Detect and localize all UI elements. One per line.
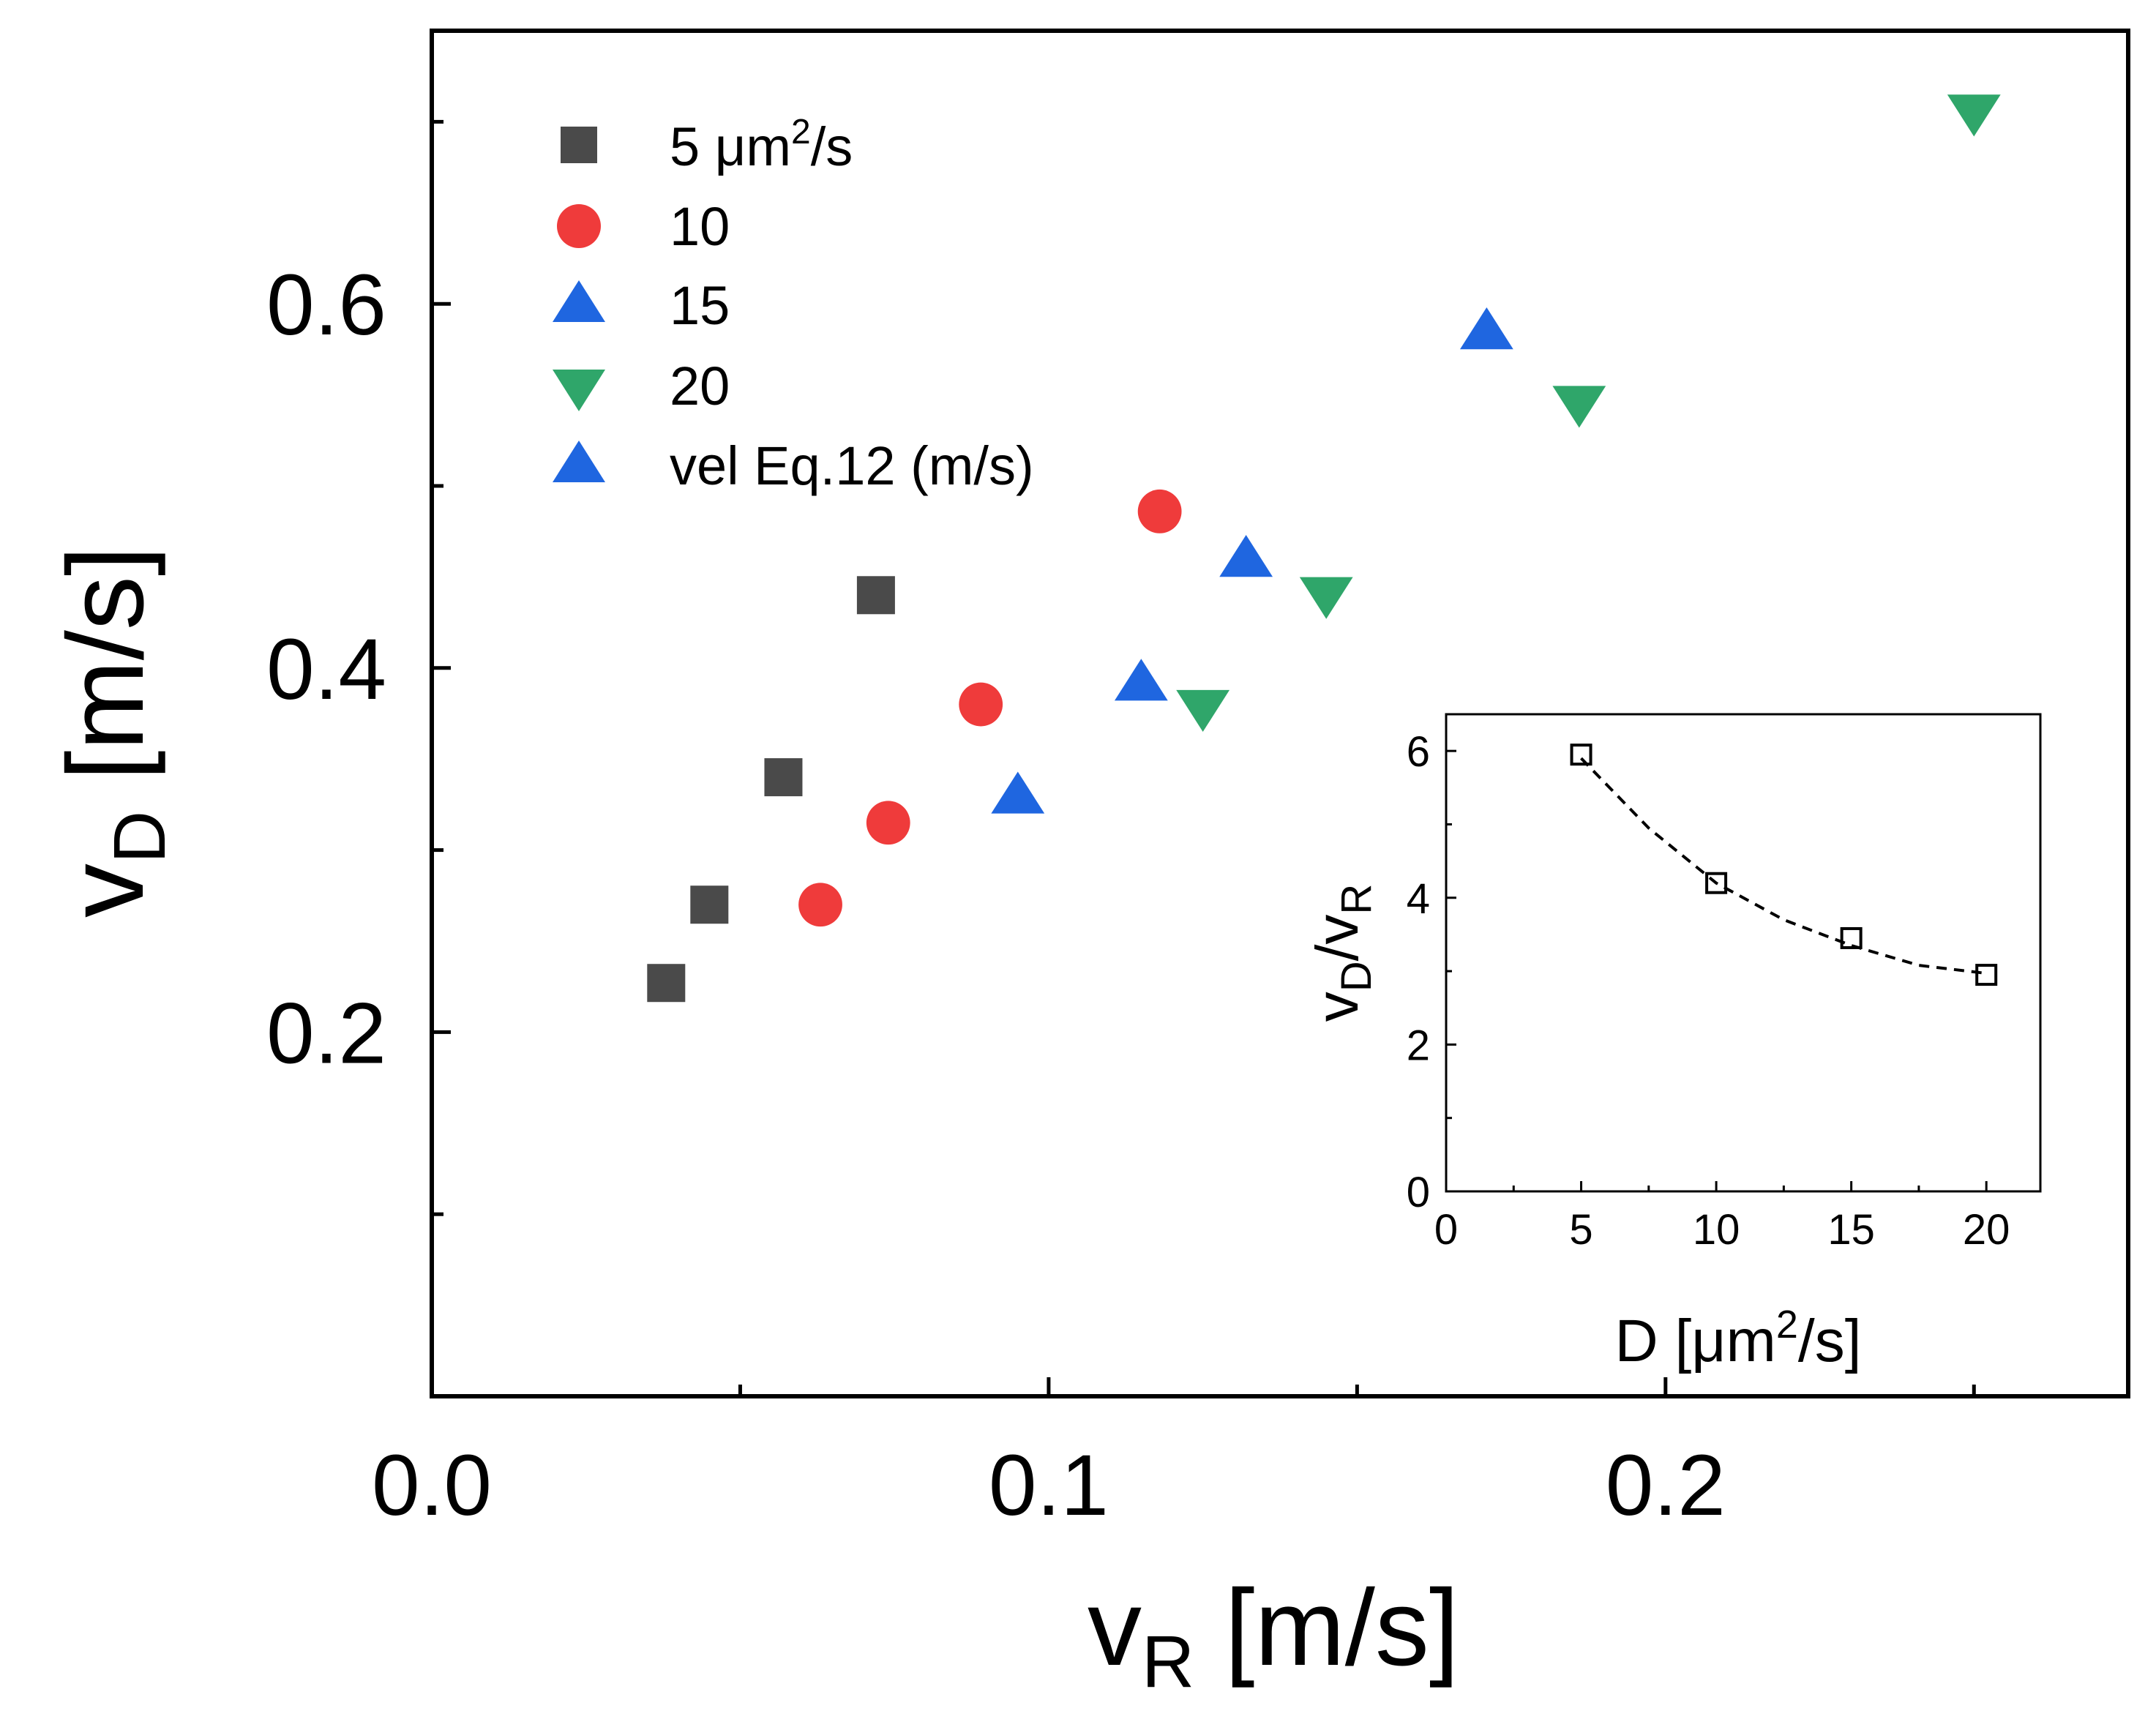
y-tick-label: 0.4 (266, 621, 386, 718)
point-series0-1 (690, 885, 729, 924)
point-series2-0 (991, 771, 1045, 814)
point-series0-2 (764, 758, 803, 797)
legend-label-15: 15 (670, 275, 730, 336)
legend-label-20: 20 (670, 356, 730, 416)
x-axis-title-unit: [m/s] (1194, 1568, 1459, 1688)
y-tick-label: 0.6 (266, 257, 386, 353)
inset-x-tick-label: 15 (1827, 1206, 1875, 1254)
legend-label-5-prefix: 5 μm (670, 116, 791, 177)
y-axis-title: vD [m/s] (45, 546, 181, 918)
point-series0-3 (856, 576, 895, 615)
inset-x-ticks: 0 5 10 15 20 (1434, 1181, 2010, 1254)
inset-y-tick-label: 0 (1407, 1169, 1430, 1216)
point-series1-2 (959, 682, 1003, 727)
y-axis-title-main: v (45, 864, 166, 918)
y-axis-title-sub: D (99, 811, 181, 864)
x-tick-label: 0.0 (372, 1437, 492, 1534)
inset-x-tick-label: 20 (1963, 1206, 2010, 1254)
x-tick-label: 0.1 (989, 1437, 1109, 1534)
x-axis-title-main: v (1088, 1568, 1142, 1688)
inset-point-2 (1840, 926, 1863, 949)
inset-x-title-sup: 2 (1776, 1303, 1798, 1347)
legend-label-10: 10 (670, 196, 730, 257)
point-series3-1 (1299, 577, 1353, 619)
point-series2-1 (1114, 659, 1168, 701)
legend-item-15: 15 (553, 275, 730, 336)
legend-item-10: 10 (557, 196, 730, 257)
point-series0-0 (647, 964, 686, 1003)
inset-x-title-suffix: /s] (1798, 1308, 1862, 1374)
legend-label-vel-eq12: vel Eq.12 (m/s) (670, 435, 1034, 496)
inset-x-title-prefix: D [μm (1615, 1308, 1776, 1374)
legend-label-5: 5 μm2/s (670, 113, 853, 177)
main-y-ticks: 0.2 0.4 0.6 (266, 119, 451, 1216)
inset-fit-curve (1580, 757, 1987, 975)
point-series1-1 (866, 801, 910, 845)
legend-marker-circle (557, 204, 601, 248)
main-plot: 0.20.40.6 0.0 0.1 0.2 vD [m/s] vR [m/s] 5 … (45, 29, 2130, 1703)
inset-y-tick-label: 2 (1407, 1022, 1430, 1069)
inset-point-1 (1705, 872, 1728, 894)
legend: 5 μm2/s 10 15 20 vel Eq.12 (m/s) (553, 113, 1034, 496)
inset-plot-frame (1445, 713, 2042, 1193)
legend-marker-triangle-up (553, 280, 605, 322)
x-axis-title: vR [m/s] (1088, 1568, 1459, 1703)
inset-point-3 (1975, 964, 1998, 986)
point-series1-0 (798, 883, 842, 927)
x-tick-label: 0.2 (1606, 1437, 1726, 1534)
point-series2-2 (1219, 535, 1273, 577)
main-data-points (647, 94, 2001, 1003)
point-series2-3 (1459, 307, 1513, 350)
x-axis-title-sub: R (1142, 1621, 1194, 1703)
inset-y-tick-label: 4 (1407, 875, 1430, 923)
legend-item-20: 20 (553, 356, 730, 416)
inset-x-tick-label: 0 (1434, 1206, 1458, 1254)
inset-y-tick-label: 6 (1407, 728, 1430, 776)
y-tick-label: 0.2 (266, 985, 386, 1082)
inset-y-title-sub2: R (1333, 884, 1380, 915)
point-series3-3 (1947, 94, 2001, 137)
inset-y-title-sub1: D (1333, 961, 1380, 992)
inset-y-axis-title: vD/vR (1304, 884, 1380, 1022)
inset-x-axis-title: D [μm2/s] (1615, 1303, 1862, 1374)
inset-x-tick-label: 5 (1569, 1206, 1592, 1254)
inset-point-0 (1570, 744, 1592, 766)
legend-item-5: 5 μm2/s (561, 113, 853, 177)
inset-x-tick-label: 10 (1693, 1206, 1740, 1254)
point-series1-3 (1137, 489, 1182, 533)
inset-y-title-main: v (1304, 992, 1371, 1022)
legend-marker-triangle-up-2 (553, 441, 605, 482)
legend-marker-square (561, 127, 597, 163)
point-series3-0 (1176, 689, 1230, 733)
legend-item-vel-eq12: vel Eq.12 (m/s) (553, 435, 1034, 496)
legend-label-5-suffix: /s (811, 116, 853, 177)
inset-y-ticks: 0 2 4 6 (1407, 728, 1456, 1216)
inset-data-points (1570, 744, 1998, 986)
point-series3-2 (1552, 386, 1606, 428)
legend-marker-triangle-down (553, 370, 605, 411)
inset-y-title-mid: /v (1304, 915, 1371, 962)
legend-label-5-sup: 2 (791, 113, 811, 151)
main-plot-frame (430, 29, 2130, 1398)
y-axis-title-unit: [m/s] (45, 546, 166, 811)
main-x-ticks: 0.0 0.1 0.2 (372, 1377, 1976, 1534)
